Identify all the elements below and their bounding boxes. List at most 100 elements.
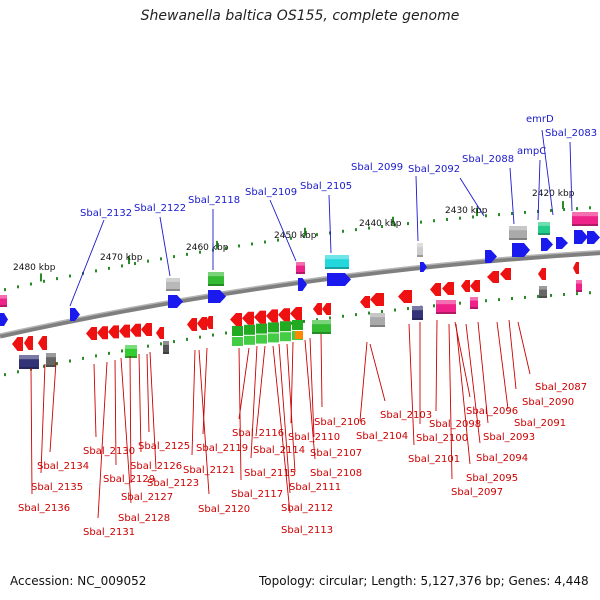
top-label-lines	[69, 129, 573, 307]
bottom-gene-label: Sbal_2103	[380, 410, 432, 421]
ruler-dot	[251, 242, 253, 246]
ruler-dot	[342, 229, 344, 233]
bottom-gene-label: Sbal_2125	[138, 441, 190, 452]
ruler-dot	[108, 266, 110, 270]
top-leader-line	[459, 177, 485, 217]
bottom-leader-line	[508, 319, 517, 390]
ruler-label: 2460 kbp	[186, 243, 229, 253]
gene-arrow	[298, 278, 307, 291]
bottom-leader-line	[198, 349, 210, 495]
bottom-leader-line	[114, 359, 117, 466]
bottom-leader-line	[477, 321, 489, 424]
ruler-dot	[160, 257, 162, 261]
gene-arrow	[487, 271, 499, 283]
gene-arrow	[119, 324, 130, 338]
ruler-dot	[550, 208, 552, 212]
ruler-dot	[472, 215, 474, 219]
top-leader-line	[569, 141, 573, 212]
ruler-label: 2430 kbp	[445, 206, 488, 216]
ruler-dot	[303, 234, 305, 238]
ruler-dot	[511, 296, 513, 300]
bottom-leader-line	[455, 323, 471, 465]
gene-operon	[232, 320, 303, 346]
bottom-gene-label: Sbal_2113	[281, 525, 333, 536]
ruler-dot	[563, 293, 565, 297]
gene-arrow	[197, 317, 207, 330]
ruler-dot	[576, 292, 578, 296]
ruler-dot	[576, 207, 578, 211]
bottom-leader-line	[320, 333, 323, 408]
bottom-leader-line	[465, 323, 481, 444]
ruler-dot	[394, 223, 396, 227]
bottom-gene-label: Sbal_2120	[198, 504, 250, 515]
ruler-dot	[121, 264, 123, 268]
ruler-dot	[290, 236, 292, 240]
gene-block	[19, 355, 39, 369]
ruler-major-tick	[40, 273, 42, 282]
bottom-gene-label: Sbal_2096	[466, 406, 518, 417]
top-gene-label: Sbal_2132	[80, 208, 132, 219]
bottom-gene-label: Sbal_2134	[37, 461, 89, 472]
bottom-leader-line	[454, 321, 471, 398]
ruler-dot	[342, 314, 344, 318]
bottom-leader-line	[278, 343, 291, 494]
gene-block	[370, 313, 385, 327]
bottom-leader-line	[149, 351, 157, 470]
top-leader-line	[509, 167, 515, 225]
gene-arrow	[430, 283, 441, 296]
bottom-leader-line	[49, 361, 57, 453]
ruler-labels: 2420 kbp 2430 kbp 2440 kbp 2450 kbp 2460 kbp…	[13, 189, 575, 273]
gene-arrow	[156, 327, 164, 339]
ruler-dot	[407, 307, 409, 311]
ruler-major-tick	[562, 201, 564, 210]
bottom-gene-label: Sbal_2110	[288, 432, 340, 443]
ruler-dot	[95, 354, 97, 358]
bottom-gene-label: Sbal_2095	[466, 473, 518, 484]
gene-arrow	[370, 293, 384, 306]
ruler-dot	[550, 293, 552, 297]
bottom-gene-label: Sbal_2121	[183, 465, 235, 476]
gene-arrow	[538, 268, 546, 280]
top-gene-label: Sbal_2118	[188, 195, 240, 206]
gene-block	[125, 345, 137, 358]
bottom-leader-line	[120, 357, 132, 504]
bottom-leader-line	[129, 355, 132, 484]
gene-block	[166, 278, 180, 291]
gene-arrow	[541, 238, 553, 251]
bottom-gene-label: Sbal_2100	[416, 433, 468, 444]
ruler-dot	[446, 217, 448, 221]
ruler-dot	[524, 210, 526, 214]
gene-arrow	[24, 336, 33, 350]
ruler-dot	[524, 295, 526, 299]
ruler-label: 2480 kbp	[13, 263, 56, 273]
bottom-leader-line	[359, 341, 368, 422]
gene-arrow	[461, 280, 470, 292]
gene-features	[0, 212, 600, 369]
ruler-dot	[511, 211, 513, 215]
bottom-gene-label: Sbal_2129	[103, 474, 155, 485]
ruler-dot	[30, 282, 32, 286]
bottom-gene-label: Sbal_2117	[231, 489, 283, 500]
gene-arrow	[573, 262, 579, 274]
bottom-gene-label: Sbal_2135	[31, 482, 83, 493]
bottom-gene-label: Sbal_2101	[408, 454, 460, 465]
ruler-dot	[108, 351, 110, 355]
gene-arrow	[327, 273, 351, 286]
ruler-dot	[485, 299, 487, 303]
top-gene-label: ampC	[517, 146, 546, 157]
ruler-dot	[368, 311, 370, 315]
bottom-gene-label: Sbal_2116	[232, 428, 284, 439]
top-leader-line	[159, 216, 171, 277]
gene-arrow	[313, 303, 322, 315]
ruler-dot	[225, 331, 227, 335]
ruler-dot	[134, 262, 136, 266]
accession-text: Accession: NC_009052	[10, 574, 147, 588]
ruler-dot	[303, 319, 305, 323]
ruler-major-tick	[128, 256, 130, 265]
bottom-leader-line	[309, 337, 315, 438]
gene-arrow	[290, 307, 302, 320]
ruler-dot	[199, 250, 201, 254]
bottom-gene-label: Sbal_2111	[289, 482, 341, 493]
bottom-leader-line	[238, 347, 250, 420]
